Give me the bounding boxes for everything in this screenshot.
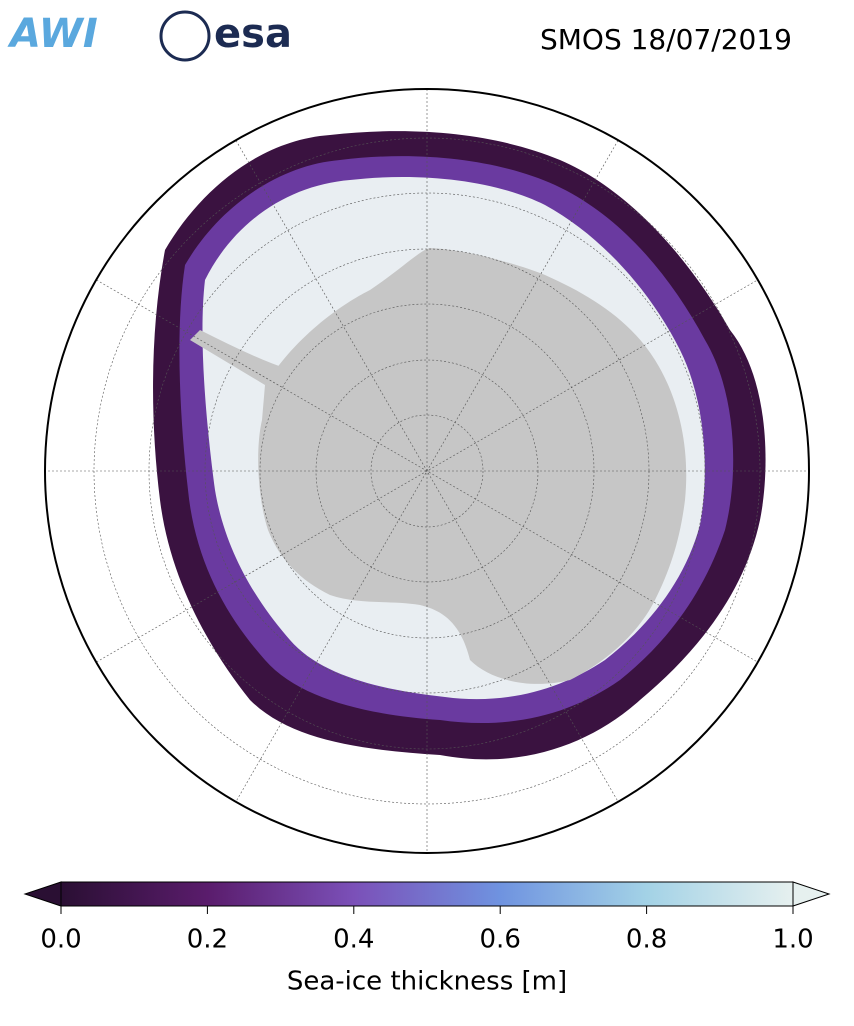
colorbar-under	[23, 881, 62, 907]
antarctica	[258, 248, 687, 684]
colorbar-tick-label: 0.2	[187, 925, 228, 955]
colorbar-tick-label: 1.0	[772, 925, 813, 955]
antarctic-peninsula	[190, 330, 290, 385]
esa-logo: esa	[214, 11, 292, 57]
awi-logo: AWI	[7, 11, 98, 57]
colorbar-label: Sea-ice thickness [m]	[287, 967, 567, 997]
colorbar-tick-label: 0.0	[40, 925, 81, 955]
colorbar-tick-label: 0.4	[333, 925, 374, 955]
graticule	[45, 89, 809, 853]
title: SMOS 18/07/2019	[540, 23, 792, 56]
colorbar-tick-label: 0.6	[480, 925, 521, 955]
colorbar-tick-label: 0.8	[626, 925, 667, 955]
esa-logo-mark	[159, 10, 211, 62]
map-frame	[44, 88, 810, 854]
colorbar: Sea-ice thickness [m] 0.0 0.2 0.4 0.6 0.8 1.0	[23, 881, 831, 997]
colorbar-body	[60, 881, 794, 907]
colorbar-over	[792, 881, 831, 907]
map	[45, 89, 809, 853]
